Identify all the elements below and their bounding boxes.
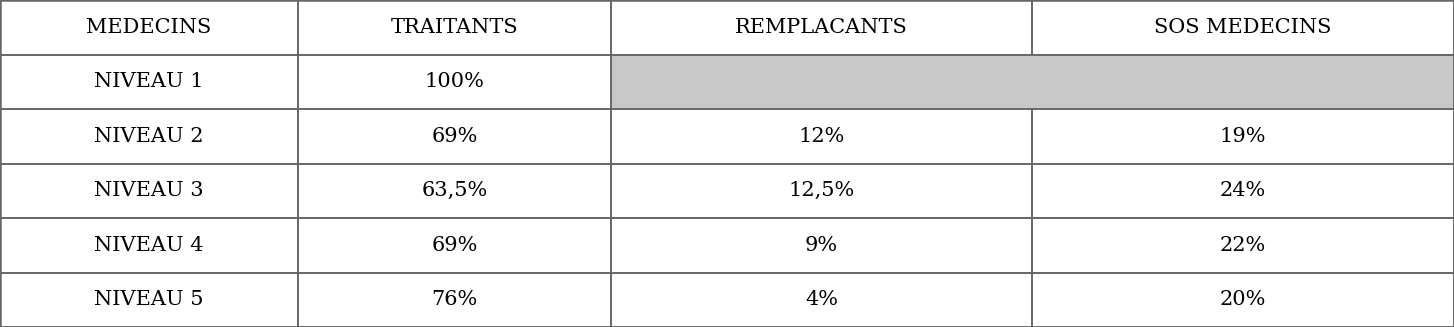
Text: 20%: 20% xyxy=(1220,290,1266,309)
Text: 24%: 24% xyxy=(1220,181,1266,200)
Text: TRAITANTS: TRAITANTS xyxy=(391,18,518,37)
Bar xyxy=(298,218,611,272)
Bar xyxy=(611,0,1032,55)
Bar xyxy=(0,218,298,272)
Bar xyxy=(298,109,611,164)
Text: NIVEAU 5: NIVEAU 5 xyxy=(95,290,204,309)
Bar xyxy=(298,272,611,327)
Bar xyxy=(1032,164,1454,218)
Text: NIVEAU 3: NIVEAU 3 xyxy=(95,181,204,200)
Text: MEDECINS: MEDECINS xyxy=(86,18,212,37)
Bar xyxy=(298,55,611,109)
Text: 100%: 100% xyxy=(425,72,484,91)
Bar xyxy=(1032,0,1454,55)
Bar xyxy=(0,272,298,327)
Bar xyxy=(0,109,298,164)
Text: NIVEAU 1: NIVEAU 1 xyxy=(95,72,204,91)
Text: SOS MEDECINS: SOS MEDECINS xyxy=(1154,18,1332,37)
Bar xyxy=(298,164,611,218)
Bar xyxy=(1032,109,1454,164)
Text: 4%: 4% xyxy=(806,290,838,309)
Text: REMPLACANTS: REMPLACANTS xyxy=(736,18,907,37)
Bar xyxy=(298,0,611,55)
Text: 12%: 12% xyxy=(798,127,845,146)
Bar xyxy=(0,164,298,218)
Text: NIVEAU 4: NIVEAU 4 xyxy=(95,236,204,255)
Bar xyxy=(0,0,298,55)
Text: 22%: 22% xyxy=(1220,236,1266,255)
Text: 12,5%: 12,5% xyxy=(788,181,855,200)
Bar xyxy=(1032,218,1454,272)
Bar xyxy=(611,272,1032,327)
Text: 76%: 76% xyxy=(432,290,477,309)
Bar xyxy=(1032,272,1454,327)
Text: 69%: 69% xyxy=(432,127,477,146)
Bar xyxy=(611,55,1454,109)
Text: 19%: 19% xyxy=(1220,127,1266,146)
Text: 69%: 69% xyxy=(432,236,477,255)
Text: 9%: 9% xyxy=(806,236,838,255)
Bar xyxy=(611,218,1032,272)
Bar xyxy=(611,109,1032,164)
Bar xyxy=(611,164,1032,218)
Text: NIVEAU 2: NIVEAU 2 xyxy=(95,127,204,146)
Bar xyxy=(0,55,298,109)
Text: 63,5%: 63,5% xyxy=(422,181,487,200)
